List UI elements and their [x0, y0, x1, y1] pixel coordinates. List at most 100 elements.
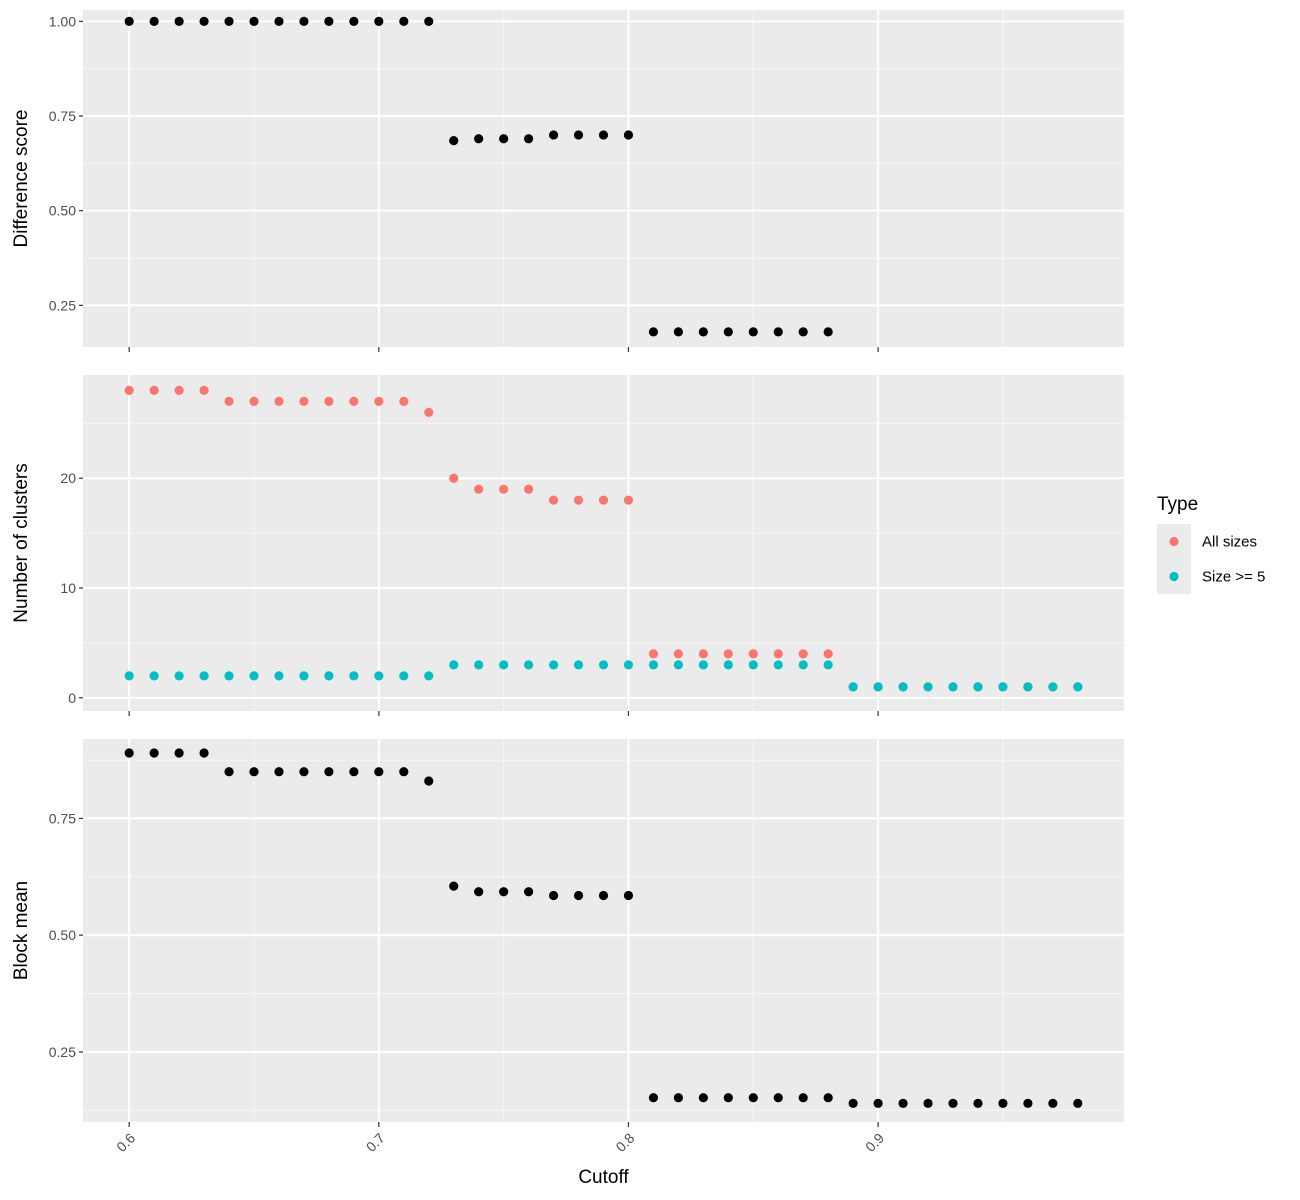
y-tick-label: 0.25 [49, 297, 76, 313]
data-point [648, 649, 659, 659]
data-point [124, 385, 134, 395]
panel-background [83, 739, 1124, 1122]
data-point [748, 649, 758, 659]
data-point [449, 660, 459, 670]
data-point [149, 16, 159, 26]
data-point [698, 1093, 708, 1103]
data-point [124, 16, 134, 26]
series-size-5 [124, 660, 1083, 692]
data-point [723, 649, 733, 659]
data-point [823, 1093, 833, 1103]
data-point [224, 767, 234, 777]
data-point [773, 1093, 783, 1103]
y-tick-label: 0.75 [49, 810, 76, 826]
data-point [299, 671, 309, 681]
data-point [474, 887, 484, 897]
x-tick-label: 0.7 [363, 1130, 388, 1155]
data-point [723, 327, 733, 337]
data-point [973, 1098, 983, 1108]
data-point [224, 396, 234, 406]
series-0 [124, 748, 1083, 1108]
data-point [199, 671, 209, 681]
data-point [823, 660, 833, 670]
data-point [474, 660, 484, 670]
data-point [573, 890, 584, 901]
data-point [424, 671, 434, 681]
y-tick-label: 10 [60, 580, 76, 596]
data-point [773, 660, 783, 670]
legend-title: Type [1157, 494, 1198, 515]
data-point [174, 671, 184, 681]
data-point [474, 134, 484, 144]
data-point [274, 16, 284, 26]
data-point [673, 1093, 683, 1103]
data-point [698, 660, 708, 670]
data-point [399, 671, 409, 681]
data-point [798, 1093, 808, 1103]
data-point [673, 327, 683, 337]
data-point [623, 890, 634, 901]
data-point [823, 649, 833, 659]
data-point [648, 660, 659, 670]
legend-item-label: All sizes [1202, 534, 1257, 551]
data-point [299, 396, 309, 406]
data-point [174, 748, 184, 758]
data-point [1023, 1098, 1033, 1108]
data-point [873, 682, 883, 692]
data-point [324, 671, 334, 681]
data-point [199, 16, 209, 26]
panel-background [83, 375, 1124, 711]
data-point [573, 660, 584, 670]
data-point [598, 130, 609, 140]
x-tick-label: 0.8 [612, 1130, 637, 1155]
data-point [623, 495, 634, 505]
y-tick-label: 20 [60, 470, 76, 486]
data-point [149, 385, 159, 395]
data-point [249, 671, 259, 681]
data-point [948, 682, 958, 692]
panel-background [83, 10, 1124, 347]
y-tick-label: 0.50 [49, 927, 76, 943]
data-point [224, 671, 234, 681]
series-0 [124, 16, 833, 337]
data-point [698, 649, 708, 659]
data-point [873, 1098, 883, 1108]
data-point [748, 660, 758, 670]
data-point [848, 1098, 858, 1108]
data-point [1073, 682, 1083, 692]
data-point [748, 327, 758, 337]
data-point [374, 767, 384, 777]
data-point [948, 1098, 958, 1108]
data-point [499, 887, 509, 897]
data-point [424, 407, 434, 417]
data-point [898, 682, 908, 692]
data-point [199, 385, 209, 395]
data-point [998, 682, 1008, 692]
data-point [399, 396, 409, 406]
data-point [524, 887, 534, 897]
data-point [723, 1093, 733, 1103]
data-point [149, 748, 159, 758]
data-point [224, 16, 234, 26]
data-point [374, 671, 384, 681]
data-point [623, 660, 634, 670]
data-point [548, 495, 559, 505]
data-point [374, 16, 384, 26]
data-point [274, 767, 284, 777]
data-point [598, 660, 609, 670]
data-point [524, 134, 534, 144]
data-point [698, 327, 708, 337]
data-point [748, 1093, 758, 1103]
x-axis-title: Cutoff [578, 1167, 629, 1188]
data-point [673, 660, 683, 670]
data-point [1073, 1098, 1083, 1108]
data-point [773, 649, 783, 659]
y-tick-label: 0.75 [49, 108, 76, 124]
data-point [374, 396, 384, 406]
data-point [449, 881, 459, 891]
x-tick-label: 0.6 [113, 1130, 138, 1155]
data-point [648, 327, 659, 337]
data-point [299, 767, 309, 777]
y-tick-label: 0 [68, 690, 76, 706]
data-point [998, 1098, 1008, 1108]
